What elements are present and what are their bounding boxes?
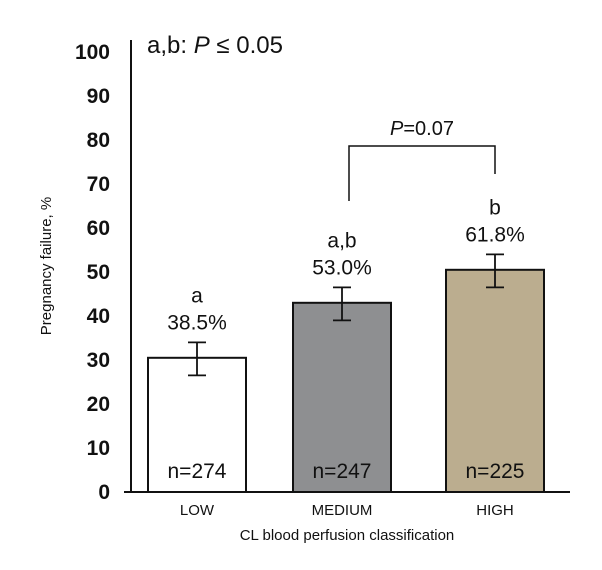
bar-low xyxy=(147,356,247,493)
significance-letter: a xyxy=(191,284,203,307)
significance-letter: a,b xyxy=(327,229,356,252)
y-tick-label: 90 xyxy=(87,85,110,108)
sample-size-label: n=274 xyxy=(168,460,227,483)
x-axis-label: CL blood perfusion classification xyxy=(240,527,455,544)
bracket-p-value: P=0.07 xyxy=(390,118,454,140)
y-tick-label: 50 xyxy=(87,261,110,284)
x-tick-label: HIGH xyxy=(476,502,514,519)
value-label: 61.8% xyxy=(465,223,525,246)
y-tick-label: 100 xyxy=(75,41,110,64)
x-tick-label: MEDIUM xyxy=(312,502,373,519)
y-tick-label: 30 xyxy=(87,349,110,372)
bar-medium xyxy=(292,301,392,493)
significance-letter: b xyxy=(489,196,501,219)
sample-size-label: n=225 xyxy=(466,460,525,483)
y-tick-label: 60 xyxy=(87,217,110,240)
bar-high xyxy=(445,268,545,493)
value-label: 38.5% xyxy=(167,311,227,334)
sample-size-label: n=247 xyxy=(313,460,372,483)
y-tick-label: 80 xyxy=(87,129,110,152)
value-label: 53.0% xyxy=(312,256,372,279)
y-tick-label: 0 xyxy=(98,481,110,504)
significance-note: a,b: P ≤ 0.05 xyxy=(147,32,283,59)
y-tick-label: 70 xyxy=(87,173,110,196)
x-tick-label: LOW xyxy=(180,502,215,519)
y-tick-label: 40 xyxy=(87,305,110,328)
y-axis-label: Pregnancy failure, % xyxy=(38,197,55,335)
y-tick-label: 20 xyxy=(87,393,110,416)
y-tick-label: 10 xyxy=(87,437,110,460)
comparison-bracket xyxy=(348,145,496,201)
